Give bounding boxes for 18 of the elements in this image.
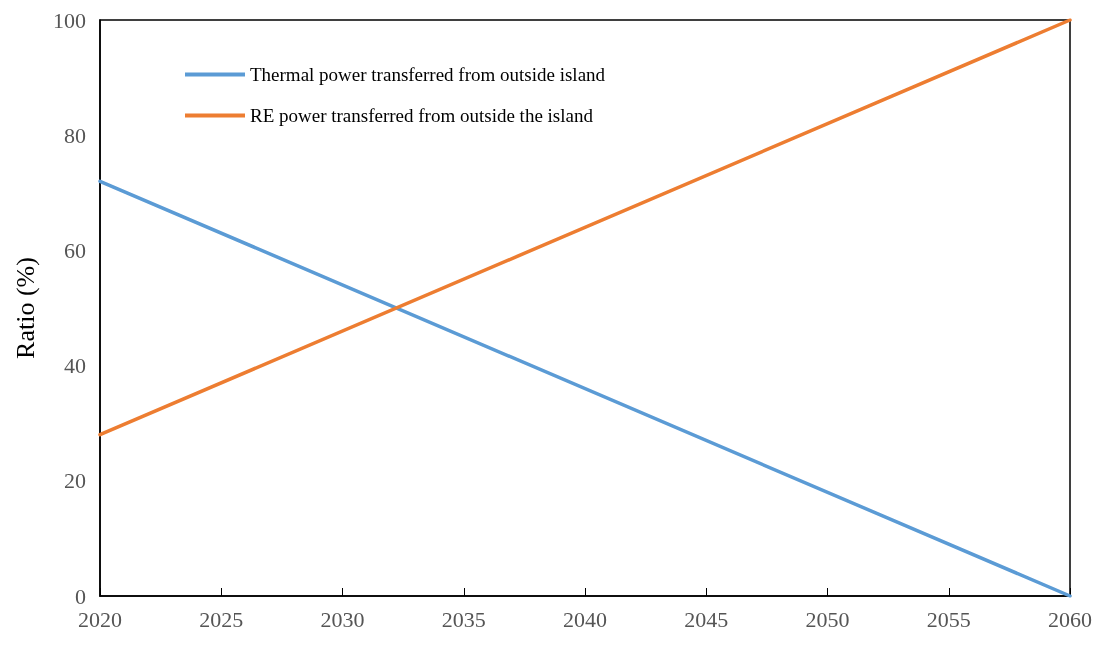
y-tick-label: 60 <box>64 237 86 263</box>
x-tick-label: 2020 <box>78 606 122 632</box>
x-tick-label: 2060 <box>1048 606 1092 632</box>
y-tick-label: 80 <box>64 122 86 148</box>
legend-label: Thermal power transferred from outside island <box>250 64 606 85</box>
y-tick-label: 40 <box>64 353 86 379</box>
x-tick-label: 2035 <box>441 606 486 632</box>
x-tick-label: 2040 <box>563 606 607 632</box>
legend-label: RE power transferred from outside the island <box>250 105 594 126</box>
x-tick-label: 2055 <box>926 606 971 632</box>
y-tick-label: 100 <box>53 7 86 33</box>
x-tick-label: 2030 <box>320 606 365 632</box>
y-tick-label: 0 <box>75 583 86 609</box>
y-tick-label: 20 <box>64 468 86 494</box>
x-tick-label: 2045 <box>684 606 729 632</box>
x-tick-label: 2025 <box>199 606 244 632</box>
y-axis-title: Ratio (%) <box>10 257 40 359</box>
x-tick-label: 2050 <box>805 606 850 632</box>
